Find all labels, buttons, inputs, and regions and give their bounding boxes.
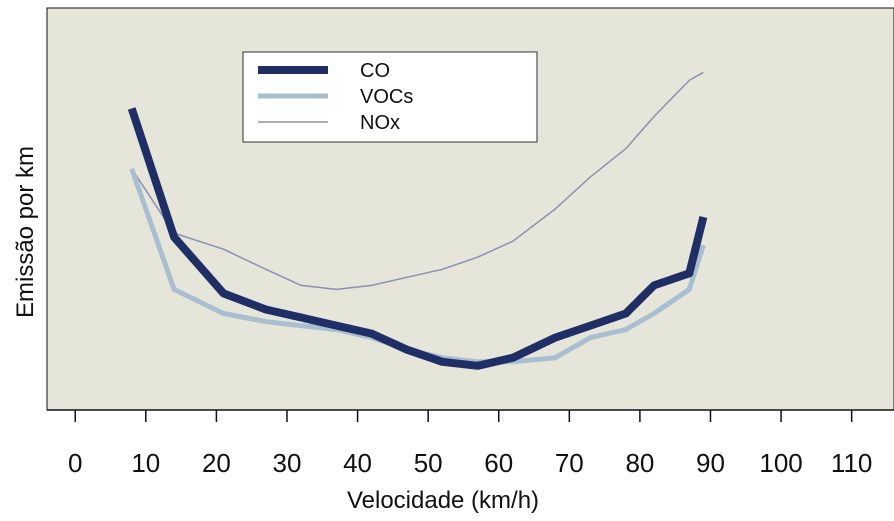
series-line-nox [131,71,704,291]
legend: CO VOCs NOx [242,51,538,143]
y-axis-title: Emissão por km [12,146,39,318]
x-tick-label: 30 [273,448,302,478]
legend-label-co: CO [360,60,390,82]
x-tick-label: 40 [343,448,372,478]
x-tick-label: 100 [759,448,802,478]
x-tick-label: 50 [414,448,443,478]
x-tick-label: 110 [831,448,872,478]
x-tick-layer: 0 10 20 30 40 50 60 70 80 90 100 110 [68,410,872,478]
x-tick-label: 10 [131,448,160,478]
x-tick-label: 90 [696,448,725,478]
x-tick-label: 20 [202,448,231,478]
series-layer [127,71,708,370]
x-tick-label: 0 [68,448,82,478]
legend-label-nox: NOx [360,112,400,134]
legend-label-vocs: VOCs [360,86,413,108]
x-tick-label: 70 [555,448,584,478]
x-axis-title: Velocidade (km/h) [347,487,539,514]
x-tick-label: 60 [484,448,513,478]
x-tick-label: 80 [625,448,654,478]
series-line-co [127,107,708,370]
